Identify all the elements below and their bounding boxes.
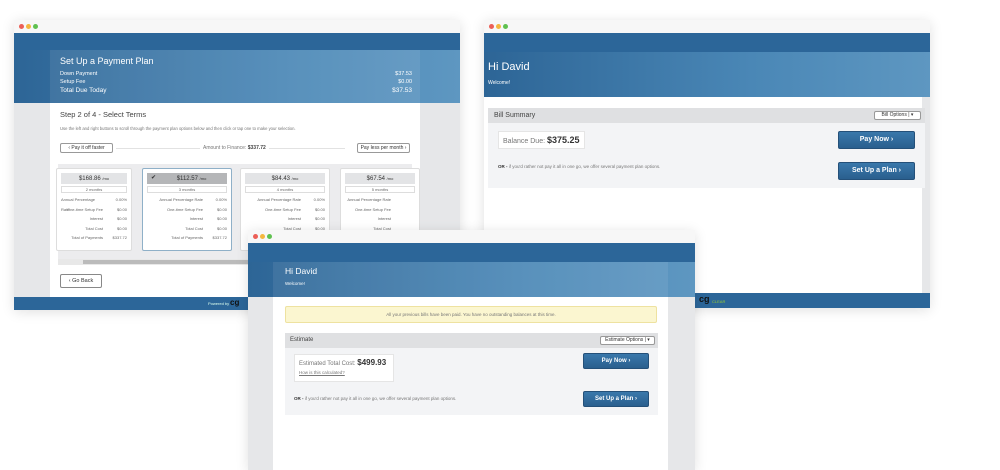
panel-header: Bill Summary Bill Options | ▾ [488, 108, 925, 123]
close-dot[interactable] [253, 234, 258, 239]
plan-detail-row: Interest $0.00 [89, 216, 127, 221]
plan-detail-row: Annual Percentage Rate [347, 197, 391, 202]
plan-term: 4 months [245, 186, 325, 193]
plan-term: 3 months [147, 186, 227, 193]
scrollbar-thumb[interactable] [83, 260, 283, 264]
check-icon: ✔ [151, 175, 157, 181]
or-text: OR - if you'd rather not pay it all in o… [498, 164, 661, 169]
brand-name: CLEAR [712, 299, 726, 304]
go-back-button[interactable]: ‹ Go Back [60, 274, 102, 288]
button-label: Pay less per month [360, 145, 404, 151]
maximize-dot[interactable] [33, 24, 38, 29]
plan-detail-row: Interest $0.00 [189, 216, 227, 221]
set-up-plan-button[interactable]: Set Up a Plan › [838, 162, 915, 180]
button-label: Go Back [72, 278, 94, 284]
window-chrome [14, 20, 460, 33]
maximize-dot[interactable] [503, 24, 508, 29]
welcome-text: Welcome! [285, 281, 305, 286]
plan-option-card[interactable]: $168.86 /mo 2 months Annual Percentage Rat… [56, 168, 132, 251]
or-text: OR - if you'd rather not pay it all in o… [294, 396, 457, 401]
pay-now-button[interactable]: Pay Now › [838, 131, 915, 149]
top-bar [248, 243, 695, 262]
greeting: Hi David [488, 61, 530, 73]
panel-body: Estimated Total Cost: $499.93 How is this… [285, 348, 658, 415]
summary-value: $37.53 [395, 71, 412, 77]
cg-logo: cg [699, 294, 710, 304]
plan-price: $168.86 /mo [61, 173, 127, 184]
plan-price: $84.43 /mo [245, 173, 325, 184]
plan-detail-row: Annual Percentage Rate 0.00% [257, 197, 325, 202]
powered-by: Powered by [208, 301, 230, 306]
estimate-window: Hi David Welcome! All your previous bill… [248, 230, 695, 470]
greeting: Hi David [285, 266, 318, 276]
minimize-dot[interactable] [260, 234, 265, 239]
amount-to-finance: Amount to Finance: $337.72 [200, 145, 269, 151]
bill-options-dropdown[interactable]: Bill Options | ▾ [874, 111, 921, 120]
plan-detail-row: Annual Percentage Rate 0.00% [159, 197, 227, 202]
plan-detail-row: One-time Setup Fee $0.00 [264, 206, 325, 212]
content: All your previous bills have been paid. … [273, 297, 668, 470]
cg-logo: cg [230, 298, 240, 307]
how-calculated-link[interactable]: How is this calculated? [299, 370, 345, 375]
estimate-options-dropdown[interactable]: Estimate Options | ▾ [600, 336, 655, 345]
panel-title: Bill Summary [494, 112, 536, 119]
minimize-dot[interactable] [26, 24, 31, 29]
summary-label: Total Due Today [60, 87, 107, 94]
maximize-dot[interactable] [267, 234, 272, 239]
summary-label: Setup Fee [60, 79, 86, 85]
plan-detail-row: Total of Payments $337.72 [171, 235, 227, 240]
plan-detail-row: One-time Setup Fee $0.00 [166, 206, 227, 212]
plan-price: ✔ $112.57 /mo [147, 173, 227, 184]
close-dot[interactable] [489, 24, 494, 29]
plan-detail-row: Annual Percentage Rate 0.00% [61, 197, 127, 212]
payment-plan-window: Set Up a Payment Plan Down Payment $37.5… [14, 20, 460, 310]
summary-value: $37.53 [392, 87, 412, 94]
page-title: Set Up a Payment Plan [60, 56, 154, 66]
hero-banner: Hi David Welcome! [484, 52, 930, 97]
minimize-dot[interactable] [496, 24, 501, 29]
balance-due: Balance Due: $375.25 [498, 131, 585, 149]
plan-detail-row: Total of Payments $337.72 [71, 235, 127, 240]
panel-title: Estimate [290, 337, 314, 343]
top-bar [14, 33, 460, 50]
estimated-cost-box: Estimated Total Cost: $499.93 How is this… [294, 354, 394, 382]
plan-detail-row: One-time Setup Fee $0.00 [66, 206, 127, 212]
set-up-plan-button[interactable]: Set Up a Plan › [583, 391, 649, 407]
plan-detail-row: Interest [377, 216, 391, 221]
step-title: Step 2 of 4 - Select Terms [60, 110, 147, 119]
hero-banner: Hi David Welcome! [248, 262, 695, 297]
plan-term: 5 months [345, 186, 415, 193]
pay-less-button[interactable]: Pay less per month › [357, 143, 410, 153]
plan-detail-row: Total Cost $0.00 [283, 225, 325, 231]
plan-detail-row: Interest $0.00 [287, 216, 325, 221]
plan-detail-row: Total Cost $0.00 [85, 225, 127, 231]
pay-faster-button[interactable]: ‹ Pay it off faster [60, 143, 113, 153]
button-label: Pay it off faster [71, 145, 105, 151]
plan-detail-row: One-time Setup Fee [354, 206, 391, 212]
close-dot[interactable] [19, 24, 24, 29]
instructions: Use the left and right buttons to scroll… [60, 126, 296, 131]
plan-detail-row: Total Cost $0.00 [185, 225, 227, 231]
plan-option-card[interactable]: ✔ $112.57 /mo 3 months Annual Percentage Ra… [142, 168, 232, 251]
summary-value: $0.00 [398, 79, 412, 85]
panel-header: Estimate Estimate Options | ▾ [285, 333, 658, 348]
welcome-text: Welcome! [488, 80, 511, 86]
hero-banner: Set Up a Payment Plan Down Payment $37.5… [14, 50, 460, 103]
plan-term: 2 months [61, 186, 127, 193]
scrollbar[interactable] [58, 259, 412, 265]
top-bar [484, 33, 930, 52]
summary-label: Down Payment [60, 71, 98, 77]
plan-price: $67.54 /mo [345, 173, 415, 184]
notice-banner: All your previous bills have been paid. … [285, 306, 657, 323]
panel-body: Balance Due: $375.25 Pay Now › OR - if y… [488, 123, 925, 188]
pay-now-button[interactable]: Pay Now › [583, 353, 649, 369]
plan-detail-row: Total Cost [373, 225, 391, 231]
